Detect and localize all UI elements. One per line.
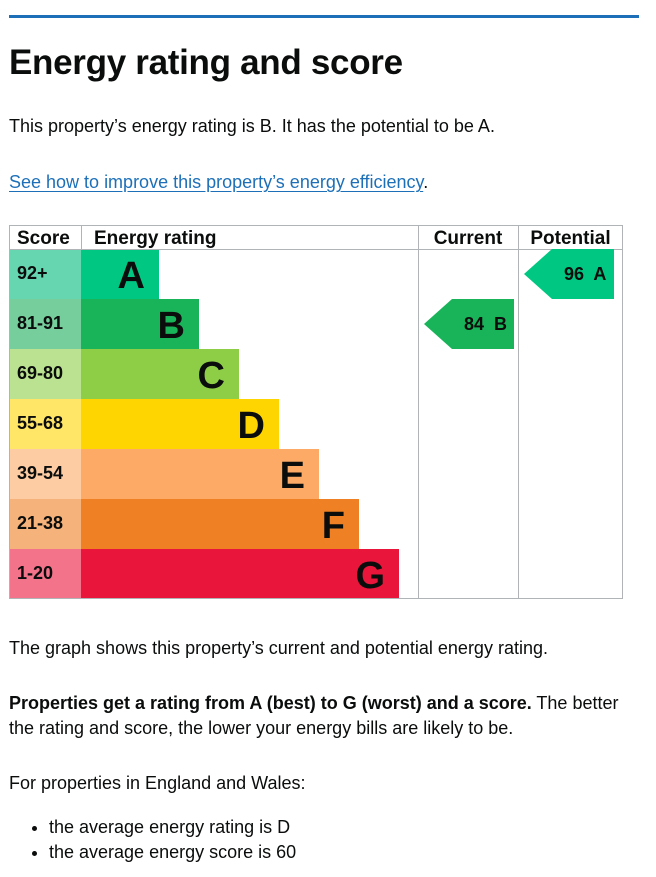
score-range-label: 81-91 [17, 313, 63, 333]
rating-bar-b [81, 299, 199, 349]
list-item: the average energy score is 60 [49, 840, 296, 865]
rating-bar-c [81, 349, 239, 399]
epc-rating-chart: Score Energy rating Current Potential 92+ A 81… [9, 225, 623, 599]
score-range-cell-c [9, 349, 81, 399]
rating-letter: A [118, 255, 145, 297]
score-range-label: 92+ [17, 263, 48, 283]
score-range-label: 55-68 [17, 413, 63, 433]
improve-efficiency-link[interactable]: See how to improve this property’s energ… [9, 172, 424, 192]
rating-bar-e [81, 449, 319, 499]
score-range-label: 21-38 [17, 513, 63, 533]
rating-intro: This property’s energy rating is B. It h… [9, 116, 495, 136]
improve-paragraph: See how to improve this property’s energ… [9, 170, 428, 195]
score-range-cell-e [9, 449, 81, 499]
rating-bar-f [81, 499, 359, 549]
rating-letter: C [198, 355, 225, 397]
region-intro: For properties in England and Wales: [9, 773, 306, 793]
rating-bar-a [81, 249, 159, 299]
rating-bar-d [81, 399, 279, 449]
average-facts-list: the average energy rating is D the avera… [9, 815, 296, 865]
score-range-label: 39-54 [17, 463, 63, 483]
improve-suffix: . [423, 172, 429, 192]
potential-rating-arrow [524, 249, 614, 299]
rating-letter: B [158, 305, 185, 347]
rating-letter: E [280, 455, 305, 497]
list-item: the average energy rating is D [49, 815, 296, 840]
rating-scale-bold: Properties get a rating from A (best) to… [9, 693, 532, 713]
rating-letter: D [238, 405, 265, 447]
graph-caption: The graph shows this property’s current … [9, 638, 548, 658]
score-range-label: 69-80 [17, 363, 63, 383]
header-energy-rating: Energy rating [94, 228, 216, 249]
rating-scale-rest: The better the rating and score, the low… [9, 693, 619, 738]
header-current: Current [434, 228, 503, 249]
current-rating-label: 84 B [464, 314, 507, 334]
rating-letter: G [355, 555, 385, 597]
page-title: Energy rating and score [9, 43, 403, 82]
rating-scale-paragraph: Properties get a rating from A (best) to… [9, 691, 634, 741]
score-range-cell-g [9, 549, 81, 599]
score-range-cell-f [9, 499, 81, 549]
score-range-cell-a [9, 249, 81, 299]
score-range-label: 1-20 [17, 563, 53, 583]
rating-letter: F [322, 505, 345, 547]
header-score: Score [17, 228, 70, 249]
potential-rating-label: 96 A [564, 264, 606, 284]
header-potential: Potential [530, 228, 610, 249]
rating-bar-g [81, 549, 399, 599]
current-rating-arrow [424, 299, 514, 349]
score-range-cell-d [9, 399, 81, 449]
score-range-cell-b [9, 299, 81, 349]
top-rule [9, 15, 639, 18]
